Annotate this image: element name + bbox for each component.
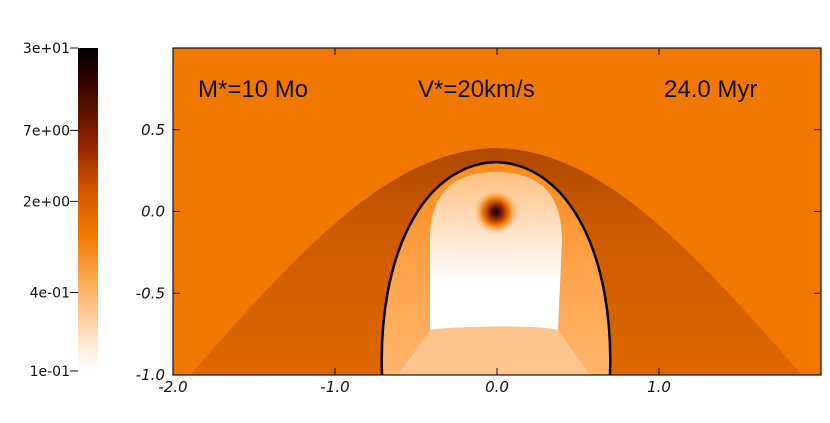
x-tick-label: -2.0 xyxy=(158,378,187,396)
colorbar-tick-label: 1e-01 xyxy=(30,364,70,380)
colorbar: 3e+01 7e+00 2e+00 4e-01 1e-01 xyxy=(23,41,98,380)
contact-discontinuity xyxy=(380,160,612,375)
time-annotation: 24.0 Myr xyxy=(664,76,757,103)
y-tick-label: -1.0 xyxy=(136,366,165,384)
x-tick-label: 1.0 xyxy=(647,378,671,396)
plot-area: -2.0 -1.0 0.0 1.00.50.0-0.5-1.0 M*=10 Mo V*… xyxy=(136,47,822,396)
x-tick-label: -1.0 xyxy=(320,378,349,396)
star-position xyxy=(474,190,518,234)
y-tick-label: 0.0 xyxy=(141,203,165,221)
velocity-annotation: V*=20km/s xyxy=(418,76,535,103)
y-tick-label: 0.5 xyxy=(141,121,165,139)
colorbar-tick-label: 4e-01 xyxy=(30,285,70,301)
mass-annotation: M*=10 Mo xyxy=(198,76,308,103)
x-tick-label: 0.0 xyxy=(485,378,509,396)
tail-region xyxy=(398,326,590,375)
colorbar-tick-label: 2e+00 xyxy=(23,194,70,210)
colorbar-tick-label: 7e+00 xyxy=(23,123,70,139)
colorbar-tick-label: 3e+01 xyxy=(23,41,70,57)
free-wind-cavity xyxy=(430,172,562,330)
colorbar-gradient xyxy=(78,48,98,371)
y-tick-label: -0.5 xyxy=(136,284,165,302)
